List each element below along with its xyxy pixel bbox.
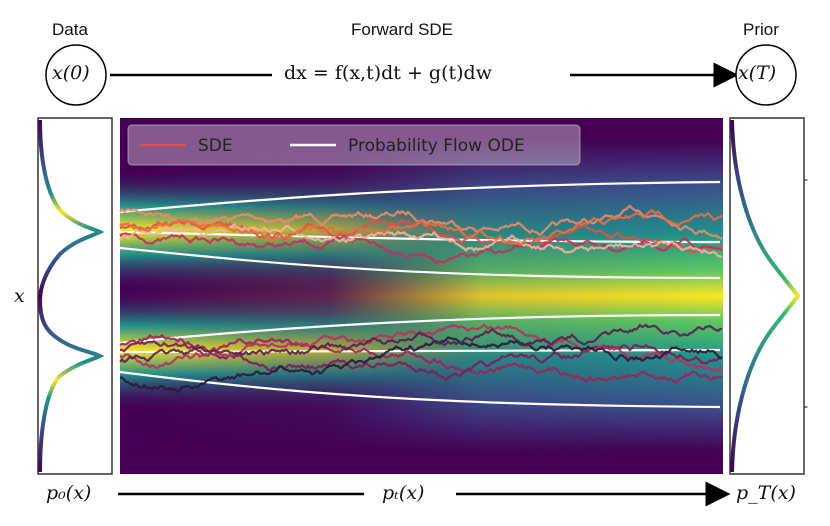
- data-density-curve: [37, 119, 105, 473]
- edge-tick: -: [804, 399, 808, 413]
- sde-sample-path: [119, 333, 723, 385]
- forward-sde-label: Forward SDE: [351, 20, 454, 39]
- ode-line: [119, 180, 721, 214]
- legend-box: [127, 124, 581, 166]
- edge-tick: -: [804, 172, 808, 186]
- sde-sample-path: [119, 232, 723, 265]
- ode-line: [119, 230, 721, 244]
- pt-label: pₜ(x): [382, 482, 425, 504]
- legend-ode-label: Probability Flow ODE: [348, 136, 525, 156]
- pT-label: p_T(x): [736, 482, 796, 504]
- sde-sample-path: [119, 218, 723, 254]
- sde-trajectories: [119, 204, 723, 394]
- sde-sample-path: [119, 336, 723, 394]
- sde-sample-path: [119, 339, 723, 382]
- sde-sample-path: [119, 323, 723, 363]
- data-label: Data: [52, 20, 88, 39]
- ode-line: [119, 246, 721, 280]
- prior-density-curve: [730, 119, 801, 473]
- legend-sde-label: SDE: [198, 136, 233, 156]
- x0-label: x(0): [52, 62, 90, 84]
- sde-sample-path: [119, 222, 723, 259]
- ode-line: [119, 313, 721, 345]
- sde-sample-path: [119, 323, 723, 373]
- x0-node: [45, 44, 107, 106]
- sde-sample-path: [119, 208, 723, 247]
- ode-trajectories: [119, 180, 721, 409]
- ode-line: [119, 370, 721, 409]
- xT-node: [735, 44, 797, 106]
- prior-label: Prior: [743, 20, 779, 39]
- sde-equation: dx = f(x,t)dt + g(t)dw: [284, 62, 492, 84]
- prior-density-panel: [729, 117, 805, 475]
- p0-label: p₀(x): [46, 482, 92, 504]
- data-density-panel: [37, 117, 113, 475]
- xT-label: x(T): [738, 62, 777, 84]
- y-axis-label: x: [14, 285, 25, 307]
